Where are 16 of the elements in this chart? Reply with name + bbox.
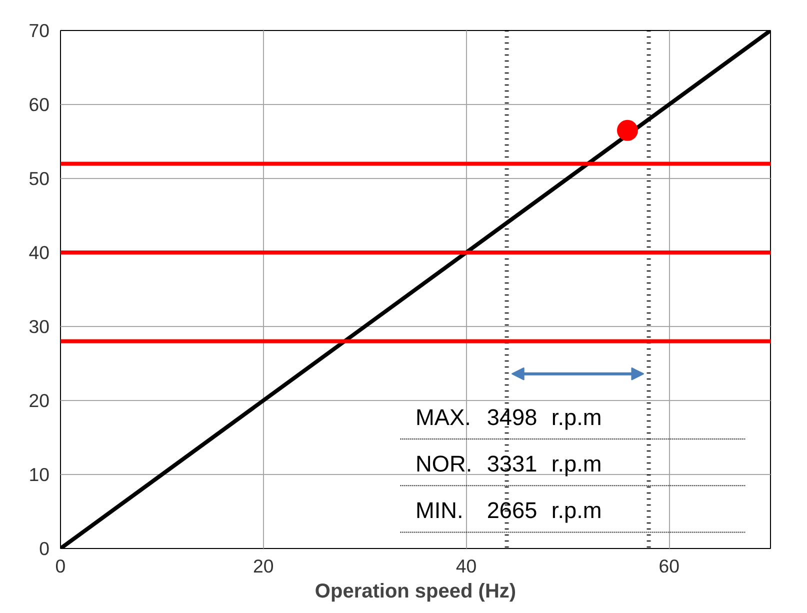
x-axis-title: Operation speed (Hz)	[314, 580, 516, 602]
y-tick-label: 30	[28, 316, 50, 337]
y-tick-label: 70	[28, 20, 50, 41]
x-tick-label: 20	[252, 556, 274, 576]
y-tick-label: 40	[28, 242, 50, 263]
y-tick-label: 50	[28, 168, 50, 189]
x-tick-label: 60	[658, 556, 680, 576]
x-tick-label: 40	[456, 556, 477, 576]
y-tick-label: 10	[28, 464, 50, 485]
y-tick-label: 0	[39, 538, 50, 559]
annotation: MIN. 2665 r.p.m	[416, 497, 602, 524]
annotation: MAX. 3498 r.p.m	[416, 404, 602, 430]
y-tick-label: 20	[28, 390, 50, 411]
x-tick-label: 0	[55, 556, 66, 576]
y-tick-label: 60	[28, 94, 50, 115]
annotation: NOR. 3331 r.p.m	[416, 450, 602, 476]
